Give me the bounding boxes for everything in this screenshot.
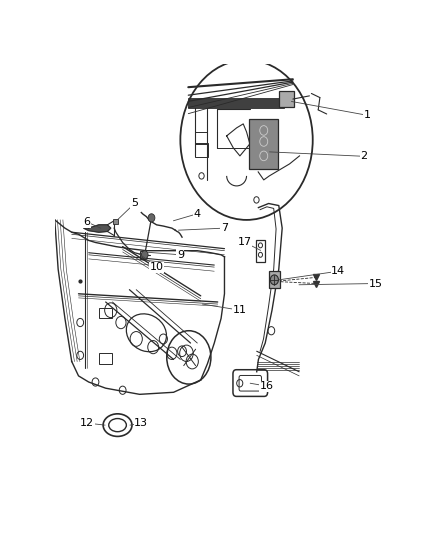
Text: 7: 7	[221, 223, 228, 233]
Text: 5: 5	[131, 198, 138, 208]
Polygon shape	[84, 225, 111, 232]
FancyBboxPatch shape	[249, 119, 278, 169]
Text: 1: 1	[364, 110, 371, 120]
Text: 6: 6	[84, 217, 91, 227]
Text: 10: 10	[150, 262, 163, 272]
Text: 2: 2	[360, 151, 367, 161]
Text: 13: 13	[134, 418, 148, 428]
Circle shape	[141, 251, 148, 259]
Circle shape	[148, 214, 155, 222]
Text: 11: 11	[233, 305, 247, 315]
Text: 12: 12	[80, 418, 94, 428]
Text: 15: 15	[368, 279, 382, 288]
Text: 16: 16	[260, 381, 274, 391]
FancyBboxPatch shape	[188, 98, 284, 108]
FancyBboxPatch shape	[269, 271, 280, 288]
Text: 9: 9	[177, 250, 184, 260]
Circle shape	[270, 275, 279, 285]
Text: 14: 14	[331, 266, 345, 276]
FancyBboxPatch shape	[113, 219, 118, 224]
Text: 17: 17	[238, 238, 252, 247]
FancyBboxPatch shape	[279, 91, 293, 107]
Text: 4: 4	[194, 209, 201, 219]
